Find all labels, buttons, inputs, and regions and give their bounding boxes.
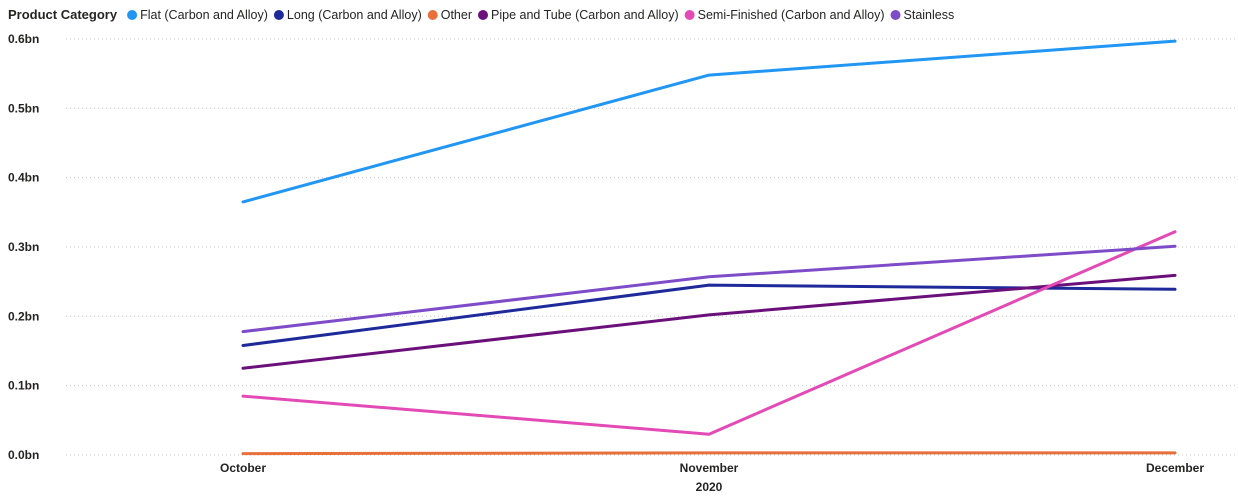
- legend-marker-1: [273, 10, 284, 20]
- legend-marker-0: [127, 10, 138, 20]
- legend-label-2: Other: [441, 8, 472, 22]
- y-tick-label-1: 0.1bn: [8, 379, 39, 393]
- y-tick-label-5: 0.5bn: [8, 101, 39, 115]
- legend-label-5: Stainless: [904, 8, 955, 22]
- legend-label-4: Semi-Finished (Carbon and Alloy): [698, 8, 885, 22]
- legend-marker-2: [427, 10, 438, 20]
- x-axis-year-label: 2020: [696, 480, 723, 494]
- y-tick-label-0: 0.0bn: [8, 448, 39, 462]
- series-line-0: [241, 39, 1177, 204]
- y-tick-label-4: 0.4bn: [8, 171, 39, 185]
- series-line-5: [241, 244, 1177, 334]
- legend-marker-3: [478, 10, 488, 20]
- x-axis: 2020 October November December: [220, 461, 1204, 494]
- legend-label-3: Pipe and Tube (Carbon and Alloy): [491, 8, 679, 22]
- x-tick-label-2: December: [1146, 461, 1204, 475]
- legend-label-1: Long (Carbon and Alloy): [287, 8, 422, 22]
- series-line-3: [241, 273, 1177, 370]
- y-tick-label-3: 0.3bn: [8, 240, 39, 254]
- y-axis: 0.0bn 0.1bn 0.2bn 0.3bn 0.4bn 0.5bn 0.6bn: [8, 32, 39, 462]
- y-tick-label-6: 0.6bn: [8, 32, 39, 46]
- gridlines: [66, 38, 1236, 456]
- legend-label-0: Flat (Carbon and Alloy): [140, 8, 268, 22]
- x-tick-label-1: November: [680, 461, 739, 475]
- x-tick-label-0: October: [220, 461, 266, 475]
- series-lines: [241, 39, 1177, 456]
- y-tick-label-2: 0.2bn: [8, 309, 39, 323]
- legend-marker-5: [890, 10, 901, 20]
- series-line-2: [241, 451, 1177, 456]
- legend-title: Product Category: [8, 7, 118, 22]
- legend: Product Category Flat (Carbon and Alloy)…: [8, 7, 954, 22]
- series-line-4: [241, 230, 1177, 436]
- legend-marker-4: [684, 10, 695, 20]
